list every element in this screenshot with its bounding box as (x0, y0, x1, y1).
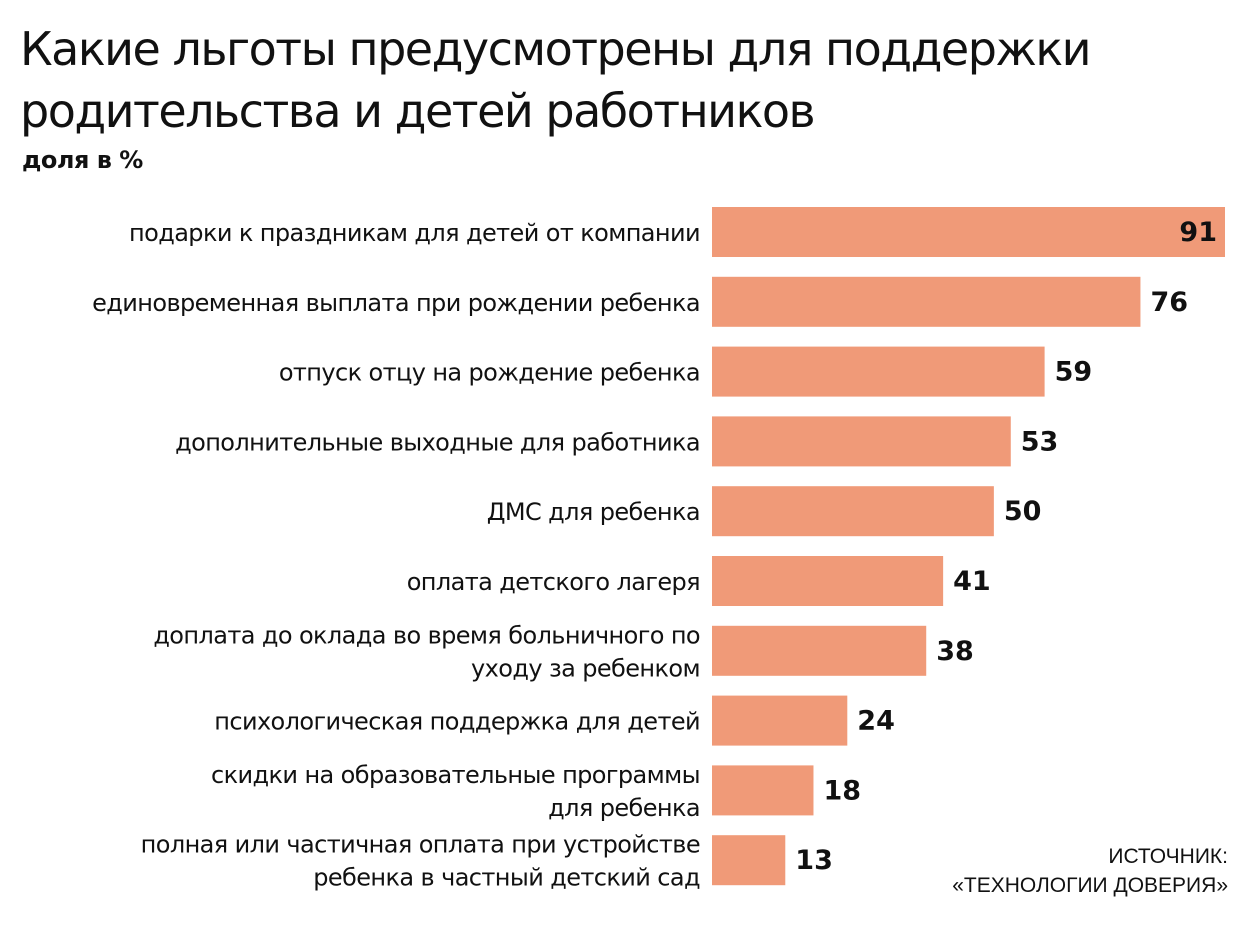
chart-subtitle: доля в % (22, 146, 143, 174)
title-line-1: Какие льготы предусмотрены для поддержки (20, 22, 1092, 76)
category-label: ДМС для ребенка (487, 498, 700, 526)
bar (712, 625, 927, 676)
bar (712, 695, 848, 746)
category-label: скидки на образовательные программы (211, 761, 700, 789)
category-label: дополнительные выходные для работника (175, 428, 700, 456)
bar-value-label: 38 (936, 636, 974, 667)
source-name: «ТЕХНОЛОГИИ ДОВЕРИЯ» (952, 874, 1228, 897)
bar-value-label: 41 (953, 566, 991, 597)
source-label: ИСТОЧНИК: (1108, 845, 1228, 868)
bar-value-label: 18 (823, 775, 861, 806)
title-line-2: родительства и детей работников (20, 84, 816, 138)
category-label: подарки к праздникам для детей от компан… (129, 219, 700, 247)
category-label: оплата детского лагеря (407, 568, 700, 596)
bar (712, 835, 786, 886)
bar-value-label: 24 (857, 706, 895, 737)
category-label: отпуск отцу на рождение ребенка (279, 359, 700, 387)
category-label: уходу за ребенком (471, 654, 700, 682)
category-label: психологическая поддержка для детей (214, 708, 700, 736)
bar (712, 416, 1011, 467)
bar-value-label: 91 (1179, 217, 1217, 248)
bar-value-label: 76 (1150, 287, 1188, 318)
category-label: доплата до оклада во время больничного п… (153, 621, 700, 649)
bar (712, 556, 944, 606)
bar-value-label: 50 (1004, 496, 1042, 527)
bar-value-label: 53 (1021, 426, 1059, 457)
bar (712, 207, 1225, 257)
category-label: единовременная выплата при рождении ребе… (92, 289, 700, 317)
bar (712, 765, 814, 816)
bar-value-label: 59 (1055, 357, 1093, 388)
bar (712, 276, 1141, 327)
category-label: для ребенка (548, 794, 700, 822)
bar-value-label: 13 (795, 845, 833, 876)
source-note: ИСТОЧНИК: «ТЕХНОЛОГИИ ДОВЕРИЯ» (952, 842, 1228, 900)
category-label: ребенка в частный детский сад (313, 864, 700, 892)
chart-title: Какие льготы предусмотрены для поддержки… (20, 18, 1240, 142)
bar (712, 486, 994, 537)
category-label: полная или частичная оплата при устройст… (141, 831, 700, 859)
bar (712, 346, 1045, 397)
